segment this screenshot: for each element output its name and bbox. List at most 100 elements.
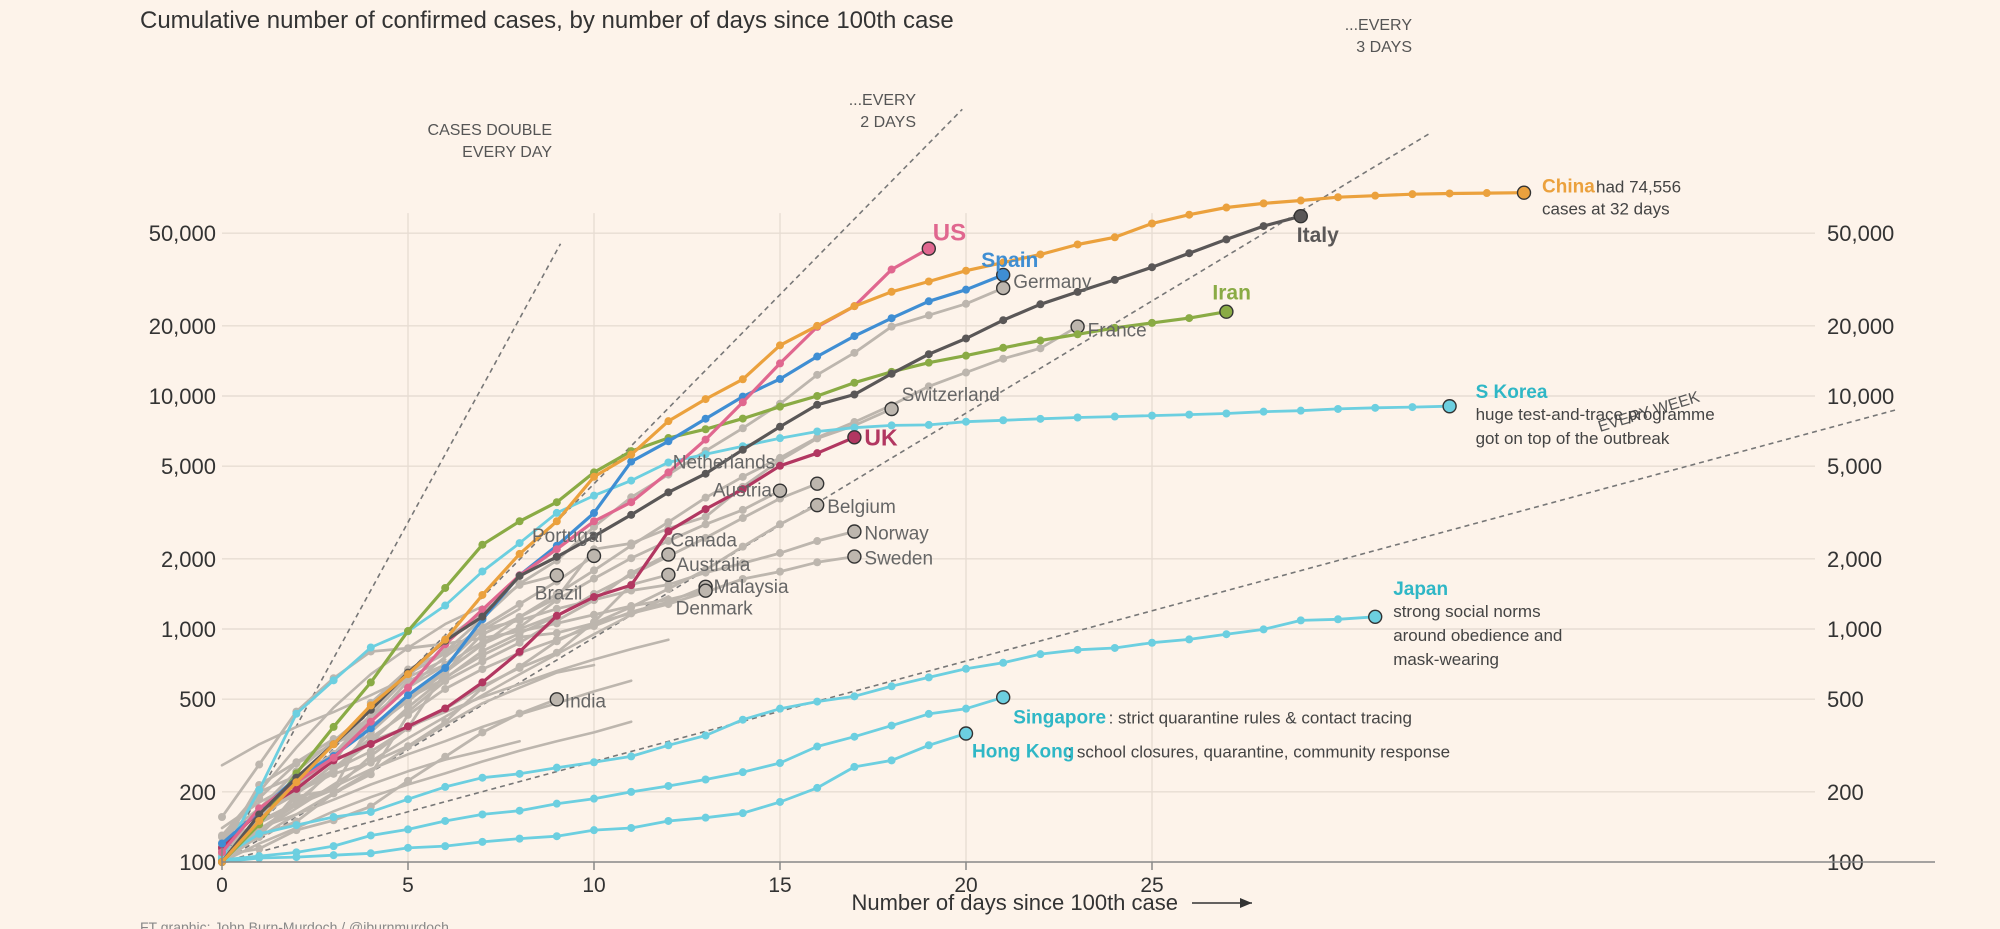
canada-end-marker xyxy=(661,547,676,562)
japan-point xyxy=(590,758,598,767)
s-korea-point xyxy=(813,427,822,436)
norway-point xyxy=(552,604,561,613)
uk-point xyxy=(813,449,822,458)
italy-point xyxy=(552,552,561,561)
japan-point xyxy=(850,692,859,701)
japan-point xyxy=(1148,638,1156,647)
us-line xyxy=(220,247,931,855)
china-point xyxy=(1222,203,1231,212)
japan-point xyxy=(366,807,375,816)
s-korea-point xyxy=(552,508,561,517)
label-japan: Japan xyxy=(1393,579,1448,600)
y-tick-label-left: 50,000 xyxy=(149,221,216,246)
annotation-china: cases at 32 days xyxy=(1542,200,1670,219)
denmark-point xyxy=(404,644,412,653)
us-point xyxy=(552,545,561,554)
italy-point xyxy=(590,532,598,541)
singapore-point xyxy=(776,759,784,768)
hong-kong-point xyxy=(552,832,561,841)
china-point xyxy=(515,549,524,558)
uk-point xyxy=(292,784,301,793)
china-point xyxy=(738,375,747,384)
uk-point xyxy=(627,581,636,590)
hong-kong-point xyxy=(776,797,784,806)
japan-point xyxy=(776,704,784,713)
canada-point xyxy=(366,733,375,742)
italy-end-marker xyxy=(1293,209,1309,224)
canada-point xyxy=(292,800,301,809)
y-tick-label-left: 10,000 xyxy=(149,384,216,409)
japan-point xyxy=(292,821,301,830)
s-korea-point xyxy=(924,420,933,429)
germany-end-marker xyxy=(996,280,1011,296)
y-tick-label-right: 5,000 xyxy=(1827,454,1882,479)
spain-point xyxy=(962,285,970,294)
india-point xyxy=(441,752,450,761)
iran-point xyxy=(366,678,375,687)
malaysia-line xyxy=(220,585,707,848)
china-point xyxy=(1185,210,1194,219)
label-germany: Germany xyxy=(1013,272,1092,293)
hong-kong-point xyxy=(924,741,933,750)
malaysia-point xyxy=(590,622,598,631)
guide-label-2-day: ...EVERY xyxy=(849,92,917,109)
label-brazil: Brazil xyxy=(535,583,583,604)
canada-point xyxy=(441,677,450,686)
y-tick-label-left: 500 xyxy=(179,687,216,712)
hong-kong-point xyxy=(887,756,896,765)
uk-point xyxy=(478,678,487,687)
netherlands-point xyxy=(738,514,747,523)
country-labels: Germany France Switzerland Netherlands Austr… xyxy=(532,177,1715,763)
brazil-end-marker xyxy=(549,568,564,583)
belgium-point xyxy=(441,717,450,726)
singapore-point xyxy=(441,816,450,825)
norway-point xyxy=(776,549,784,558)
iran-point xyxy=(478,540,487,549)
iran-point xyxy=(441,583,450,592)
spain-point xyxy=(218,839,226,848)
annotation-japan: strong social norms xyxy=(1393,602,1540,621)
austria-point xyxy=(701,520,710,529)
france-point xyxy=(701,493,710,502)
s-korea-point xyxy=(1222,409,1231,418)
label-iran: Iran xyxy=(1212,282,1251,305)
sweden-point xyxy=(738,575,747,584)
singapore-point xyxy=(329,842,338,851)
norway-point xyxy=(515,616,524,625)
s-korea-point xyxy=(515,539,524,548)
austria-point xyxy=(590,574,598,583)
malaysia-point xyxy=(478,665,487,674)
germany-point xyxy=(962,299,970,308)
italy-point xyxy=(813,400,822,409)
japan-point xyxy=(552,763,561,772)
norway-point xyxy=(813,537,822,546)
italy-point xyxy=(1222,235,1231,244)
iran-point xyxy=(329,722,338,731)
iran-line xyxy=(220,310,1229,864)
china-point xyxy=(813,321,822,330)
denmark-point xyxy=(218,813,226,822)
uk-line xyxy=(220,435,857,850)
s-korea-point xyxy=(887,421,896,430)
belgium-point xyxy=(776,520,784,529)
canada-point xyxy=(515,638,524,647)
annotation-japan: around obedience and xyxy=(1393,626,1562,645)
china-point xyxy=(776,341,784,350)
guide-label-1-day: EVERY DAY xyxy=(462,144,552,161)
annotation-s-korea: got on top of the outbreak xyxy=(1476,429,1670,448)
china-point xyxy=(1073,240,1082,249)
china-point xyxy=(1148,219,1156,228)
iran-point xyxy=(404,627,412,636)
switzerland-point xyxy=(627,539,636,548)
singapore-point xyxy=(738,768,747,777)
other-country-4-line xyxy=(220,605,484,837)
japan-point xyxy=(664,741,673,750)
uk-point xyxy=(701,505,710,514)
label-portugal: Portugal xyxy=(532,526,603,547)
china-point xyxy=(962,266,970,275)
china-point xyxy=(1408,190,1417,199)
spain-point xyxy=(627,457,636,466)
germany-point xyxy=(924,311,933,320)
china-point xyxy=(441,635,450,644)
china-point xyxy=(292,778,301,787)
